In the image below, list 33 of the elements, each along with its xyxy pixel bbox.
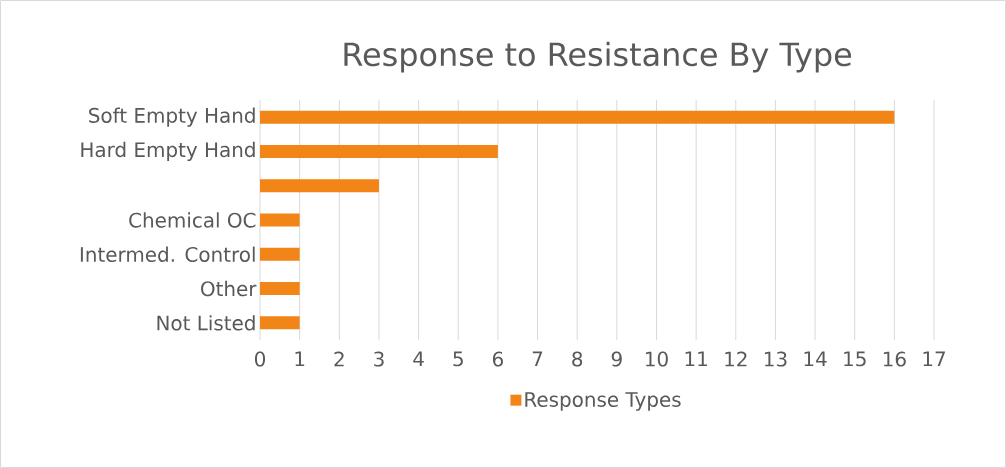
x-tick-label: 16 xyxy=(883,351,906,367)
y-tick-label: Other xyxy=(201,280,257,297)
x-tick-label: 13 xyxy=(764,351,787,367)
x-tick-label: 17 xyxy=(923,351,945,367)
x-tick-label: 1 xyxy=(295,351,305,367)
x-tick-label: 0 xyxy=(254,351,266,367)
x-tick-label: 2 xyxy=(334,351,344,367)
y-tick-label: Soft Empty Hand xyxy=(89,107,255,127)
bar xyxy=(260,247,300,261)
y-tick-label: Intermed. Control xyxy=(80,246,255,262)
x-tick-label: 14 xyxy=(804,351,827,367)
y-tick-label: Chemical OC xyxy=(129,212,256,228)
y-tick-label: Not Listed xyxy=(157,315,255,331)
x-tick-label: 7 xyxy=(532,351,543,367)
x-tick-label: 8 xyxy=(572,351,583,367)
x-tick-label: 12 xyxy=(725,351,747,367)
legend-label: Response Types xyxy=(525,392,681,411)
bar xyxy=(260,144,498,158)
x-tick-label: 11 xyxy=(685,351,707,367)
bar xyxy=(260,110,895,124)
bar xyxy=(260,316,300,330)
x-tick-label: 10 xyxy=(645,351,668,367)
bar xyxy=(260,213,300,227)
x-tick-label: 15 xyxy=(844,351,866,367)
x-tick-label: 3 xyxy=(374,351,384,367)
bar xyxy=(260,179,379,193)
y-tick-label: Hard Empty Hand xyxy=(81,141,255,162)
x-tick-label: 9 xyxy=(611,351,622,367)
x-tick-label: 4 xyxy=(413,351,424,367)
bar xyxy=(260,282,300,296)
x-tick-label: 6 xyxy=(492,351,503,367)
x-tick-label: 5 xyxy=(453,351,463,367)
chart-title: Response to Resistance By Type xyxy=(344,41,852,73)
